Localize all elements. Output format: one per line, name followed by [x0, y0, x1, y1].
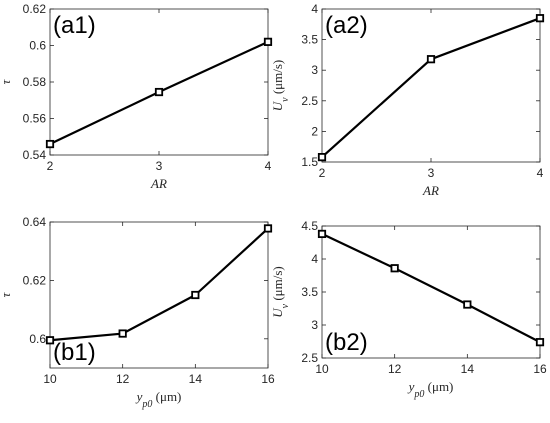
- y-tick-label: 3.5: [301, 285, 318, 299]
- y-tick-label: 2: [311, 124, 318, 138]
- data-point-marker: [263, 224, 273, 233]
- data-point-marker: [317, 229, 327, 239]
- x-axis-label-symbol: y: [407, 379, 415, 394]
- data-point-marker: [535, 338, 545, 347]
- y-tick-label: 0.58: [23, 75, 47, 89]
- panel-label: (b2): [325, 329, 368, 356]
- x-tick-label: 12: [388, 362, 402, 376]
- y-axis-label: Uv (μm/s): [270, 266, 291, 318]
- y-axis-label-symbol: U: [270, 307, 285, 318]
- x-tick-label: 16: [533, 362, 547, 376]
- chart-panel-b1: 10 12 14 16 0.6 0.62 0.64 yp0 (μm) τ (b1): [0, 215, 275, 410]
- x-tick-label: 10: [315, 362, 329, 376]
- x-tick-label: 14: [461, 362, 475, 376]
- data-point-marker: [118, 329, 127, 338]
- x-axis-label-symbol: AR: [150, 176, 167, 191]
- x-tick-label: 16: [261, 372, 275, 386]
- series-line: [49, 227, 269, 342]
- x-axis-label-unit: (μm): [424, 379, 453, 394]
- x-tick-label: 4: [537, 166, 544, 180]
- data-point-marker: [426, 55, 436, 64]
- y-tick-label: 3.5: [301, 33, 318, 47]
- x-tick-label: 2: [47, 159, 54, 173]
- y-tick-label: 4.5: [301, 219, 318, 233]
- x-tick-label: 3: [428, 166, 435, 180]
- x-tick-label: 12: [116, 372, 130, 386]
- data-point-marker: [535, 14, 545, 23]
- y-axis-label: τ: [0, 291, 13, 297]
- panel-label: (b1): [53, 339, 96, 366]
- x-axis-label-unit: (μm): [152, 389, 181, 404]
- x-tick-label: 4: [265, 159, 272, 173]
- panel-label: (a2): [325, 12, 368, 39]
- series-line: [321, 17, 541, 158]
- y-axis-label-symbol: U: [270, 100, 285, 111]
- y-axis-label-unit: (μm/s): [270, 266, 285, 304]
- x-tick-label: 2: [319, 166, 326, 180]
- x-axis-label-symbol: y: [135, 389, 143, 404]
- data-point-marker: [45, 336, 55, 345]
- series-line: [321, 232, 541, 344]
- y-tick-label: 0.6: [29, 332, 46, 346]
- chart-panel-a1: 2 3 4 0.54 0.56 0.58 0.6 0.62 AR τ (a1): [0, 2, 273, 191]
- data-point-marker: [263, 37, 273, 46]
- data-point-marker: [317, 153, 327, 162]
- y-tick-label: 2.5: [301, 351, 318, 365]
- y-tick-label: 0.6: [29, 39, 46, 53]
- y-tick-label: 0.62: [23, 273, 47, 287]
- data-point-marker: [154, 87, 164, 97]
- x-axis-label: yp0 (μm): [407, 379, 454, 400]
- y-axis-label: Uv (μm/s): [270, 60, 291, 112]
- y-tick-label: 0.62: [23, 2, 47, 16]
- x-axis-label-symbol: AR: [422, 183, 439, 198]
- x-tick-label: 10: [43, 372, 57, 386]
- y-axis-label-subscript: v: [280, 97, 291, 102]
- y-axis-label: τ: [0, 78, 13, 84]
- y-axis-label-symbol: τ: [0, 291, 13, 297]
- x-tick-label: 14: [189, 372, 203, 386]
- data-point-marker: [45, 139, 55, 149]
- x-tick-label: 3: [156, 159, 163, 173]
- y-axis-label-subscript: v: [280, 303, 291, 308]
- y-tick-label: 4: [311, 2, 318, 16]
- y-tick-label: 4: [311, 252, 318, 266]
- plot-frame: [49, 221, 269, 369]
- y-axis-label-unit: (μm/s): [270, 60, 285, 98]
- y-tick-label: 0.56: [23, 112, 47, 126]
- y-tick-label: 1.5: [301, 155, 318, 169]
- data-point-marker: [390, 264, 399, 273]
- chart-panel-b2: 10 12 14 16 2.5 3 3.5 4 4.5 yp0 (μm) Uv (μm/s) (b2): [270, 219, 547, 400]
- y-tick-label: 0.54: [23, 148, 47, 162]
- y-tick-label: 3: [311, 318, 318, 332]
- data-point-marker: [463, 300, 472, 309]
- x-axis-label-subscript: p0: [413, 389, 424, 400]
- x-axis-label: AR: [150, 176, 167, 191]
- x-axis-label: AR: [422, 183, 439, 198]
- panel-label: (a1): [53, 12, 96, 39]
- y-axis-label-symbol: τ: [0, 78, 13, 84]
- data-point-marker: [191, 290, 200, 300]
- y-tick-label: 2.5: [301, 94, 318, 108]
- y-tick-label: 0.64: [23, 215, 47, 229]
- x-axis-label: yp0 (μm): [135, 389, 182, 410]
- y-tick-label: 3: [311, 63, 318, 77]
- x-axis-label-subscript: p0: [141, 399, 152, 410]
